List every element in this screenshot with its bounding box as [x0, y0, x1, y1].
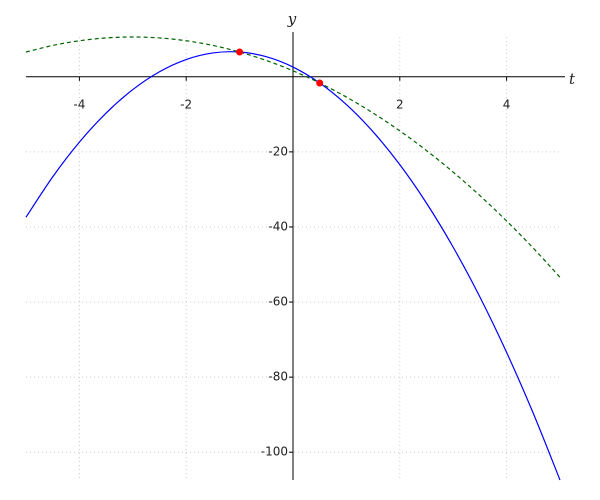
- y-tick-label: -100: [261, 445, 288, 459]
- y-tick-label: -60: [268, 295, 288, 309]
- y-tick-label: -20: [268, 144, 288, 158]
- y-tick-label: -80: [268, 370, 288, 384]
- x-tick-label: -2: [180, 97, 192, 111]
- x-tick-label: 4: [503, 97, 511, 111]
- y-axis-label: y: [287, 10, 297, 28]
- x-tick-label: -4: [73, 97, 85, 111]
- curve: [25, 51, 561, 481]
- x-tick-label: 2: [396, 97, 404, 111]
- intersection-point: [236, 48, 244, 56]
- intersection-point: [316, 79, 324, 87]
- x-axis-label: t: [569, 70, 576, 88]
- y-tick-label: -40: [268, 219, 288, 233]
